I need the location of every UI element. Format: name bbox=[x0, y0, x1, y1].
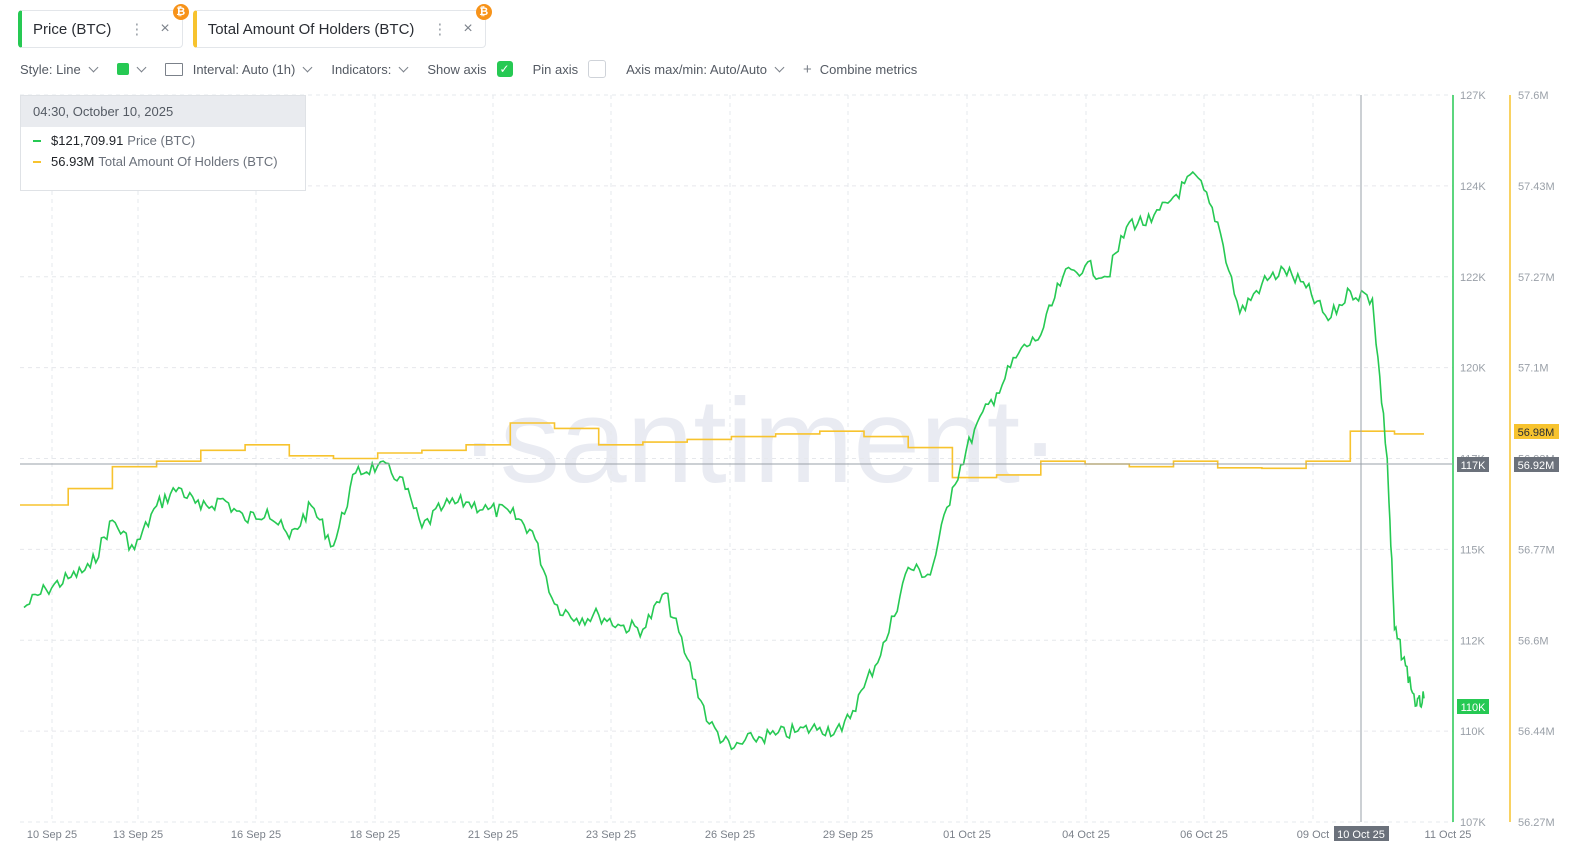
crosshair-right-label: 56.92M bbox=[1514, 457, 1559, 472]
tooltip-holders-label: Total Amount Of Holders (BTC) bbox=[98, 154, 278, 169]
x-tick-label: 13 Sep 25 bbox=[113, 829, 163, 841]
x-tick-label: 16 Sep 25 bbox=[231, 829, 281, 841]
tooltip-holders-row: 56.93M Total Amount Of Holders (BTC) bbox=[21, 154, 305, 169]
axis-maxmin-dropdown[interactable]: Axis max/min: Auto/Auto bbox=[626, 61, 785, 77]
right-y-tick-label: 57.43M bbox=[1518, 181, 1555, 193]
bitcoin-badge-icon: ₿ bbox=[475, 4, 492, 20]
price-last-value-label: 110K bbox=[1457, 699, 1489, 714]
tab-price-btc[interactable]: Price (BTC) ⋮ × ₿ bbox=[18, 4, 189, 48]
holders-series-line bbox=[20, 422, 1424, 506]
tooltip-holders-value: 56.93M bbox=[51, 154, 95, 169]
combine-metrics-button[interactable]: + Combine metrics bbox=[803, 61, 917, 78]
chart-toolbar: Style: Line Interval: Auto (1h) Indicato… bbox=[20, 60, 937, 78]
x-tick-label: 04 Oct 25 bbox=[1062, 829, 1110, 841]
x-tick-label: 26 Sep 25 bbox=[705, 829, 755, 841]
metric-tabs: Price (BTC) ⋮ × ₿ Total Amount Of Holder… bbox=[18, 4, 492, 48]
x-tick-label: 06 Oct 25 bbox=[1180, 829, 1228, 841]
x-tick-label: 23 Sep 25 bbox=[586, 829, 636, 841]
plus-icon: + bbox=[803, 60, 812, 78]
indicators-label: Indicators: bbox=[331, 61, 392, 77]
right-y-tick-label: 56.77M bbox=[1518, 544, 1555, 556]
color-swatch bbox=[116, 63, 129, 75]
pin-axis-toggle[interactable]: Pin axis bbox=[533, 60, 607, 78]
holders-last-value-text: 56.98M bbox=[1518, 427, 1555, 439]
x-tick-label: 21 Sep 25 bbox=[468, 829, 518, 841]
left-y-tick-label: 124K bbox=[1460, 181, 1486, 193]
interval-icon bbox=[164, 62, 183, 76]
right-y-tick-label: 57.1M bbox=[1518, 363, 1549, 375]
x-tick-label: 11 Oct 25 bbox=[1425, 829, 1472, 841]
axis-maxmin-label: Axis max/min: Auto/Auto bbox=[626, 61, 767, 77]
x-tick-label: 01 Oct 25 bbox=[943, 829, 991, 841]
crosshair-x-label: 10 Oct 25 bbox=[1334, 826, 1389, 841]
right-y-tick-label: 56.27M bbox=[1518, 817, 1555, 829]
style-label: Style: Line bbox=[20, 61, 81, 77]
left-y-tick-label: 107K bbox=[1460, 817, 1486, 829]
x-tick-label: 09 Oct bbox=[1297, 829, 1329, 841]
x-tick-label: 10 Sep 25 bbox=[27, 829, 77, 841]
tab-total-holders-btc[interactable]: Total Amount Of Holders (BTC) ⋮ × ₿ bbox=[192, 4, 492, 48]
show-axis-label: Show axis bbox=[427, 61, 487, 77]
close-icon[interactable]: × bbox=[160, 20, 170, 37]
interval-label: Interval: Auto (1h) bbox=[192, 61, 296, 77]
left-y-tick-label: 122K bbox=[1460, 272, 1486, 284]
right-y-tick-label: 56.6M bbox=[1518, 635, 1549, 647]
indicators-dropdown[interactable]: Indicators: bbox=[331, 61, 409, 77]
color-dropdown[interactable] bbox=[116, 62, 147, 75]
more-options-icon[interactable]: ⋮ bbox=[129, 21, 145, 38]
x-tick-label: 18 Sep 25 bbox=[350, 829, 400, 841]
price-legend-marker bbox=[33, 139, 41, 142]
crosshair-y-text: 117K bbox=[1461, 460, 1487, 472]
right-y-tick-label: 56.44M bbox=[1518, 726, 1555, 738]
tooltip-price-row: $121,709.91 Price (BTC) bbox=[21, 133, 305, 148]
tab-holders-label: Total Amount Of Holders (BTC) bbox=[207, 20, 415, 38]
x-axis-ticks: 10 Sep 25 13 Sep 25 16 Sep 25 18 Sep 25 21 S… bbox=[27, 829, 1472, 841]
crosshair-x-text: 10 Oct 25 bbox=[1337, 829, 1385, 841]
chart-tooltip: 04:30, October 10, 2025 $121,709.91 Pric… bbox=[20, 95, 306, 191]
left-y-tick-label: 112K bbox=[1460, 635, 1486, 647]
crosshair-right-text: 56.92M bbox=[1518, 460, 1555, 472]
more-options-icon[interactable]: ⋮ bbox=[432, 21, 448, 38]
pin-axis-checkbox[interactable] bbox=[588, 60, 607, 78]
price-last-value-text: 110K bbox=[1461, 702, 1487, 714]
show-axis-checkbox[interactable]: ✓ bbox=[496, 61, 513, 77]
bitcoin-badge-icon: ₿ bbox=[172, 4, 189, 20]
style-dropdown[interactable]: Style: Line bbox=[20, 61, 99, 77]
price-series-line bbox=[23, 170, 1425, 751]
tooltip-date: 04:30, October 10, 2025 bbox=[21, 96, 305, 127]
tooltip-price-value: $121,709.91 bbox=[51, 133, 124, 148]
right-y-axis-ticks: 57.6M57.43M57.27M57.1M56.93M56.77M56.6M5… bbox=[1518, 90, 1555, 829]
holders-last-value-label: 56.98M bbox=[1514, 424, 1559, 439]
close-icon[interactable]: × bbox=[463, 20, 473, 37]
left-y-tick-label: 120K bbox=[1460, 363, 1486, 375]
interval-dropdown[interactable]: Interval: Auto (1h) bbox=[164, 61, 313, 77]
combine-metrics-label: Combine metrics bbox=[819, 61, 918, 77]
right-y-tick-label: 57.27M bbox=[1518, 272, 1555, 284]
tooltip-price-label: Price (BTC) bbox=[127, 133, 196, 148]
pin-axis-label: Pin axis bbox=[532, 61, 579, 77]
left-y-tick-label: 110K bbox=[1460, 726, 1486, 738]
crosshair-y-label: 117K bbox=[1457, 457, 1489, 472]
holders-legend-marker bbox=[33, 160, 41, 163]
right-y-tick-label: 57.6M bbox=[1518, 90, 1549, 102]
x-tick-label: 29 Sep 25 bbox=[823, 829, 873, 841]
tab-price-label: Price (BTC) bbox=[33, 20, 112, 38]
left-y-tick-label: 127K bbox=[1460, 90, 1486, 102]
left-y-tick-label: 115K bbox=[1460, 544, 1486, 556]
grid-lines bbox=[20, 94, 1453, 823]
show-axis-toggle[interactable]: Show axis ✓ bbox=[427, 61, 513, 77]
santiment-watermark: ·santiment· bbox=[460, 374, 1060, 508]
